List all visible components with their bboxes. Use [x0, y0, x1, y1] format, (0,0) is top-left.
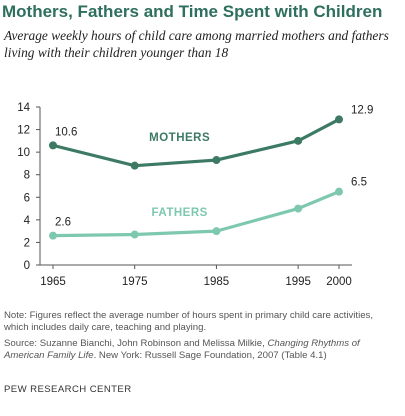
- source-suffix: . New York: Russell Sage Foundation, 200…: [93, 350, 327, 361]
- data-point: [335, 187, 343, 196]
- y-axis: 0 2 4 6 8 10 12 14: [17, 102, 41, 272]
- source-book-title: Changing Rhythms of American Family Life: [4, 338, 360, 361]
- data-point: [49, 141, 57, 150]
- series-name-label: MOTHERS: [149, 132, 210, 144]
- x-tick-label: 1975: [122, 276, 148, 288]
- data-point: [294, 136, 303, 145]
- x-tick-label: 1965: [40, 276, 66, 288]
- line-chart: 0 2 4 6 8 10 12 14 1965 1975 1985 1995 2000 MOTHERS…: [17, 102, 373, 288]
- chart-title: Mothers, Fathers and Time Spent with Chi…: [2, 2, 383, 21]
- y-tick-label: 14: [17, 102, 30, 114]
- y-tick-label: 4: [24, 215, 31, 227]
- series-layer: MOTHERS 10.6 12.9 FATHERS 2.6 6.5: [49, 104, 373, 240]
- y-tick-label: 12: [17, 125, 30, 137]
- data-label: 10.6: [55, 126, 77, 138]
- data-label: 12.9: [351, 104, 373, 116]
- y-tick-label: 10: [17, 147, 30, 159]
- x-tick-label: 1995: [285, 276, 311, 288]
- data-point: [49, 231, 57, 240]
- x-tick-label: 2000: [326, 276, 352, 288]
- data-point: [130, 230, 139, 239]
- data-point: [212, 227, 221, 236]
- y-tick-label: 8: [24, 170, 30, 182]
- data-point: [130, 161, 139, 170]
- data-point: [335, 115, 343, 124]
- series-name-label: FATHERS: [151, 207, 207, 219]
- pew-credit: PEW RESEARCH CENTER: [4, 384, 132, 395]
- chart-source: Source: Suzanne Bianchi, John Robinson a…: [4, 338, 400, 362]
- data-point: [212, 156, 221, 165]
- data-point: [294, 204, 303, 213]
- source-prefix: Source: Suzanne Bianchi, John Robinson a…: [4, 338, 265, 349]
- chart-subtitle: Average weekly hours of child care among…: [4, 28, 389, 60]
- x-axis: 1965 1975 1985 1995 2000: [40, 264, 352, 288]
- data-label: 6.5: [351, 177, 367, 189]
- y-tick-label: 2: [24, 237, 30, 249]
- series-fathers: FATHERS 2.6 6.5: [49, 177, 367, 240]
- chart-note: Note: Figures reflect the average number…: [4, 310, 373, 333]
- y-tick-label: 0: [24, 260, 30, 272]
- x-tick-label: 1985: [204, 276, 230, 288]
- data-label: 2.6: [55, 217, 71, 229]
- y-tick-label: 6: [24, 192, 30, 204]
- series-mothers: MOTHERS 10.6 12.9: [49, 104, 373, 170]
